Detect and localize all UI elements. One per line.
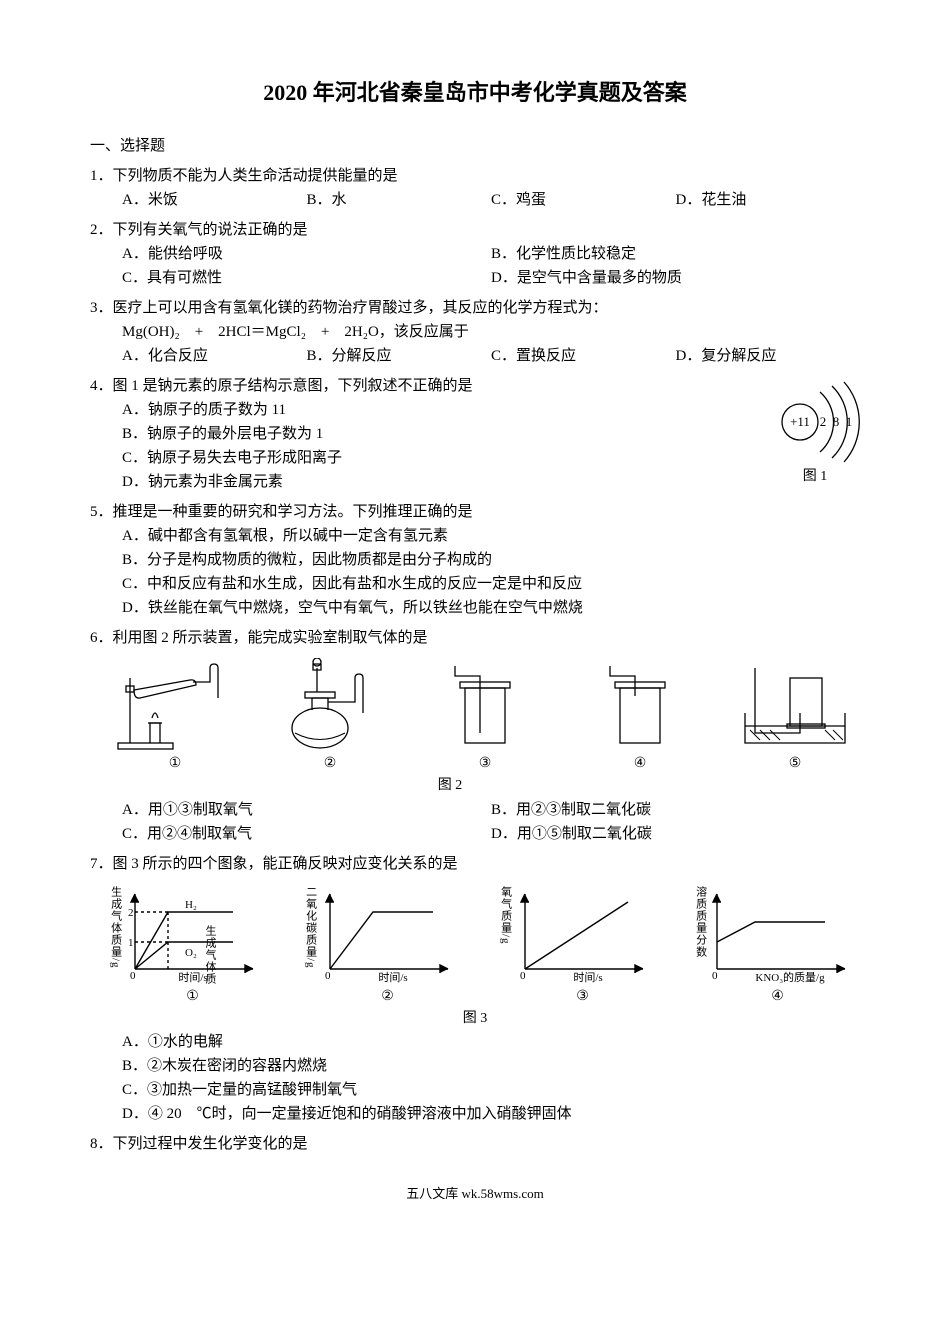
- q6-option-c: C．用②④制取氧气: [122, 822, 491, 846]
- q3-option-a: A．化合反应: [122, 344, 307, 368]
- question-5: 5．推理是一种重要的研究和学习方法。下列推理正确的是 A．碱中都含有氢氧根，所以…: [90, 500, 860, 620]
- q7-option-d: D．④ 20 ℃时，向一定量接近饱和的硝酸钾溶液中加入硝酸钾固体: [122, 1102, 860, 1126]
- apparatus-5: ⑤: [730, 658, 860, 775]
- chart2-xlabel: 时间/s: [378, 971, 407, 984]
- question-7: 7．图 3 所示的四个图象，能正确反映对应变化关系的是: [90, 852, 860, 1127]
- question-6: 6．利用图 2 所示装置，能完成实验室制取气体的是 ①: [90, 626, 860, 846]
- chart1-h2-label: H₂: [185, 899, 197, 911]
- q4-stem: 4．图 1 是钠元素的原子结构示意图，下列叙述不正确的是: [90, 374, 860, 398]
- question-4: 4．图 1 是钠元素的原子结构示意图，下列叙述不正确的是 A．钠原子的质子数为 …: [90, 374, 860, 494]
- q6-stem: 6．利用图 2 所示装置，能完成实验室制取气体的是: [90, 626, 860, 650]
- q7-stem: 7．图 3 所示的四个图象，能正确反映对应变化关系的是: [90, 852, 860, 876]
- chart3-ylabel-v: 氧气质量/g: [496, 886, 514, 945]
- figure-2: ① ②: [110, 658, 860, 775]
- q4-option-a: A．钠原子的质子数为 11: [122, 398, 860, 422]
- apparatus-2: ②: [265, 658, 395, 775]
- apparatus-3: ③: [420, 658, 550, 775]
- q4-option-b: B．钠原子的最外层电子数为 1: [122, 422, 860, 446]
- question-8: 8．下列过程中发生化学变化的是: [90, 1132, 860, 1156]
- figure-1-caption: 图 1: [760, 466, 870, 488]
- question-2: 2．下列有关氧气的说法正确的是 A．能供给呼吸 B．化学性质比较稳定 C．具有可…: [90, 218, 860, 290]
- figure-1: +11 2 8 1 图 1: [760, 374, 870, 488]
- chart4-xlabel: KNO₃的质量/g: [755, 970, 825, 984]
- apparatus-4-label: ④: [575, 753, 705, 775]
- chart2-origin: 0: [325, 970, 331, 982]
- fig1-center: +11: [790, 414, 810, 429]
- q1-stem: 1．下列物质不能为人类生命活动提供能量的是: [90, 164, 860, 188]
- figure-2-caption: 图 2: [40, 775, 860, 797]
- q6-option-b: B．用②③制取二氧化碳: [491, 798, 860, 822]
- q5-option-c: C．中和反应有盐和水生成，因此有盐和水生成的反应一定是中和反应: [122, 572, 860, 596]
- fig1-shell-3: 1: [846, 414, 853, 429]
- chart-3-num: ③: [500, 986, 665, 1008]
- section-heading: 一、选择题: [90, 134, 860, 158]
- chart-2: 0 时间/s 二氧化碳质量/g ②: [305, 884, 470, 1008]
- chart1-ytick-1: 1: [128, 937, 134, 949]
- chart3-xlabel: 时间/s: [573, 971, 602, 984]
- q5-stem: 5．推理是一种重要的研究和学习方法。下列推理正确的是: [90, 500, 860, 524]
- q1-option-c: C．鸡蛋: [491, 188, 676, 212]
- q3-option-c: C．置换反应: [491, 344, 676, 368]
- q2-option-a: A．能供给呼吸: [122, 242, 491, 266]
- fig1-shell-1: 2: [820, 414, 827, 429]
- q8-stem: 8．下列过程中发生化学变化的是: [90, 1132, 860, 1156]
- q4-option-c: C．钠原子易失去电子形成阳离子: [122, 446, 860, 470]
- chart-2-num: ②: [305, 986, 470, 1008]
- chart1-ytick-2: 2: [128, 907, 134, 919]
- q2-option-b: B．化学性质比较稳定: [491, 242, 860, 266]
- chart2-ylabel-v: 二氧化碳质量/g: [301, 886, 319, 969]
- apparatus-1: ①: [110, 658, 240, 775]
- q3-option-b: B．分解反应: [307, 344, 492, 368]
- figure-3: 生成气体质量/g 2 1 0 H₂ O₂ 时间/s 生成气体质量/g ①: [110, 884, 860, 1008]
- page-footer: 五八文库 wk.58wms.com: [90, 1184, 860, 1205]
- chart-1-num: ①: [110, 986, 275, 1008]
- q2-option-d: D．是空气中含量最多的物质: [491, 266, 860, 290]
- q6-option-d: D．用①⑤制取二氧化碳: [491, 822, 860, 846]
- q5-option-d: D．铁丝能在氧气中燃烧，空气中有氧气，所以铁丝也能在空气中燃烧: [122, 596, 860, 620]
- apparatus-1-label: ①: [110, 753, 240, 775]
- apparatus-2-label: ②: [265, 753, 395, 775]
- chart1-origin: 0: [130, 970, 136, 982]
- q1-option-b: B．水: [307, 188, 492, 212]
- chart1-o2-label: O₂: [185, 947, 197, 959]
- q6-option-a: A．用①③制取氧气: [122, 798, 491, 822]
- chart-4-num: ④: [695, 986, 860, 1008]
- q3-option-d: D．复分解反应: [676, 344, 861, 368]
- chart4-ylabel-v: 溶质质量分数: [691, 886, 709, 958]
- q5-option-b: B．分子是构成物质的微粒，因此物质都是由分子构成的: [122, 548, 860, 572]
- apparatus-5-label: ⑤: [730, 753, 860, 775]
- fig1-shell-2: 8: [833, 414, 840, 429]
- chart-3: 0 时间/s 氧气质量/g ③: [500, 884, 665, 1008]
- figure-3-caption: 图 3: [90, 1008, 860, 1030]
- question-1: 1．下列物质不能为人类生命活动提供能量的是 A．米饭 B．水 C．鸡蛋 D．花生…: [90, 164, 860, 212]
- question-3: 3．医疗上可以用含有氢氧化镁的药物治疗胃酸过多，其反应的化学方程式为： Mg(O…: [90, 296, 860, 368]
- q3-stem: 3．医疗上可以用含有氢氧化镁的药物治疗胃酸过多，其反应的化学方程式为：: [90, 296, 860, 320]
- q1-option-a: A．米饭: [122, 188, 307, 212]
- q2-option-c: C．具有可燃性: [122, 266, 491, 290]
- chart-1: 生成气体质量/g 2 1 0 H₂ O₂ 时间/s 生成气体质量/g ①: [110, 884, 275, 1008]
- page-title: 2020 年河北省秦皇岛市中考化学真题及答案: [90, 75, 860, 110]
- chart4-origin: 0: [712, 970, 718, 982]
- chart3-origin: 0: [520, 970, 526, 982]
- q7-option-b: B．②木炭在密闭的容器内燃烧: [122, 1054, 860, 1078]
- q3-equation: Mg(OH)₂ + 2HCl＝MgCl₂ + 2H₂O，该反应属于: [122, 320, 860, 344]
- apparatus-4: ④: [575, 658, 705, 775]
- chart-4: 0 KNO₃的质量/g 溶质质量分数 ④: [695, 884, 860, 1008]
- apparatus-3-label: ③: [420, 753, 550, 775]
- chart1-xlabel: 时间/s: [178, 971, 207, 984]
- q2-stem: 2．下列有关氧气的说法正确的是: [90, 218, 860, 242]
- q4-option-d: D．钠元素为非金属元素: [122, 470, 860, 494]
- chart1-ylabel-v: 生成气体质量/g: [106, 886, 124, 969]
- q7-option-c: C．③加热一定量的高锰酸钾制氧气: [122, 1078, 860, 1102]
- q7-option-a: A．①水的电解: [122, 1030, 860, 1054]
- q5-option-a: A．碱中都含有氢氧根，所以碱中一定含有氢元素: [122, 524, 860, 548]
- q1-option-d: D．花生油: [676, 188, 861, 212]
